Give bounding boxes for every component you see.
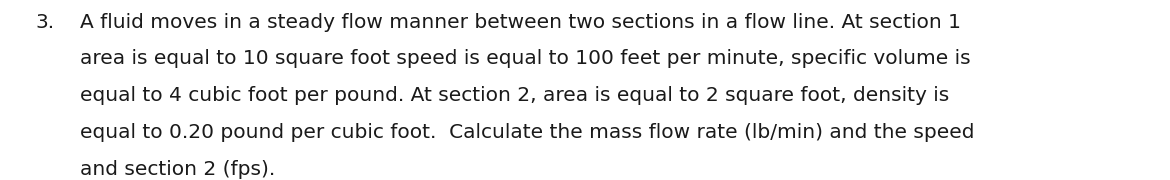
Text: 3.: 3. (35, 13, 54, 32)
Text: A fluid moves in a steady flow manner between two sections in a flow line. At se: A fluid moves in a steady flow manner be… (80, 13, 961, 32)
Text: area is equal to 10 square foot speed is equal to 100 feet per minute, specific : area is equal to 10 square foot speed is… (80, 50, 970, 69)
Text: and section 2 (fps).: and section 2 (fps). (80, 160, 275, 179)
Text: equal to 4 cubic foot per pound. At section 2, area is equal to 2 square foot, d: equal to 4 cubic foot per pound. At sect… (80, 86, 949, 105)
Text: equal to 0.20 pound per cubic foot.  Calculate the mass flow rate (lb/min) and t: equal to 0.20 pound per cubic foot. Calc… (80, 123, 975, 142)
